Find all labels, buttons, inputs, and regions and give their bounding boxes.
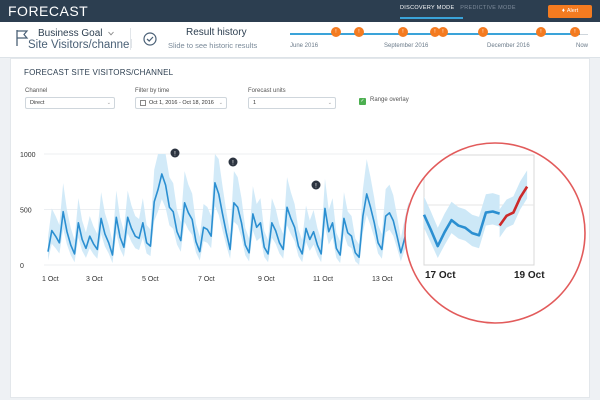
tab-discovery-mode[interactable]: DISCOVERY MODE bbox=[400, 5, 455, 11]
business-goal-selector[interactable]: Site Visitors/channel bbox=[28, 39, 132, 51]
x-tick-label: 1 Oct bbox=[42, 276, 59, 283]
panel-title: FORECAST SITE VISITORS/CHANNEL bbox=[24, 68, 174, 77]
tab-predictive-mode[interactable]: PREDICTIVE MODE bbox=[460, 5, 516, 11]
zoom-lens[interactable]: 17 Oct 19 Oct bbox=[404, 142, 586, 324]
svg-text:!: ! bbox=[174, 151, 176, 157]
svg-text:!: ! bbox=[315, 183, 317, 189]
header-divider bbox=[130, 28, 131, 50]
chevron-down-icon: ⌄ bbox=[218, 100, 223, 106]
x-tick-label: 7 Oct bbox=[198, 276, 215, 283]
forecast-units-select[interactable]: 1 ⌄ bbox=[248, 97, 336, 109]
history-marker[interactable]: ! bbox=[536, 27, 546, 37]
forecast-units-label: Forecast units bbox=[248, 88, 286, 94]
svg-text:!: ! bbox=[232, 160, 234, 166]
range-overlay-label: Range overlay bbox=[370, 97, 409, 103]
bell-icon: ♦ bbox=[561, 8, 565, 14]
history-marker[interactable]: ! bbox=[570, 27, 580, 37]
annotations: !!! bbox=[170, 148, 321, 190]
time-filter-value: Oct 1, 2016 - Oct 18, 2016 bbox=[149, 100, 214, 106]
zoom-x-tick: 17 Oct bbox=[425, 270, 456, 281]
history-marker[interactable]: ! bbox=[438, 27, 448, 37]
history-marker[interactable]: ! bbox=[354, 27, 364, 37]
x-tick-label: 3 Oct bbox=[86, 276, 103, 283]
annotation-marker[interactable]: ! bbox=[311, 180, 321, 190]
range-overlay-checkbox[interactable]: ✓ bbox=[359, 98, 366, 105]
annotation-marker[interactable]: ! bbox=[228, 157, 238, 167]
calendar-icon bbox=[140, 99, 146, 106]
series-line-actual bbox=[47, 173, 436, 259]
x-tick-label: 13 Oct bbox=[372, 276, 393, 283]
history-marker[interactable]: ! bbox=[430, 27, 440, 37]
timeline-label: June 2016 bbox=[290, 43, 319, 49]
chevron-down-icon: ⌄ bbox=[106, 100, 111, 106]
channel-select[interactable]: Direct ⌄ bbox=[25, 97, 115, 109]
x-tick-label: 5 Oct bbox=[142, 276, 159, 283]
history-marker[interactable]: ! bbox=[331, 27, 341, 37]
sub-header: Business Goal Site Visitors/channel Resu… bbox=[0, 22, 600, 58]
channel-value: Direct bbox=[30, 100, 45, 106]
chevron-down-icon[interactable] bbox=[108, 31, 114, 36]
timeline-label: December 2016 bbox=[487, 43, 530, 49]
forecast-units-value: 1 bbox=[253, 100, 257, 106]
time-filter-label: Filter by time bbox=[135, 88, 170, 94]
zoom-x-tick: 19 Oct bbox=[514, 270, 545, 281]
business-goal-title: Business Goal bbox=[38, 28, 103, 39]
active-tab-indicator bbox=[400, 17, 463, 19]
history-marker[interactable]: ! bbox=[478, 27, 488, 37]
zoom-range-band bbox=[424, 170, 528, 258]
x-tick-label: 9 Oct bbox=[258, 276, 275, 283]
timeline-label: Now bbox=[576, 43, 589, 49]
alert-button[interactable]: ♦ Alert bbox=[548, 5, 592, 18]
mode-tabs: DISCOVERY MODE PREDICTIVE MODE bbox=[400, 5, 520, 11]
y-tick-label: 500 bbox=[20, 208, 32, 215]
zoom-series-forecast bbox=[498, 185, 529, 227]
chevron-down-icon: ⌄ bbox=[327, 100, 332, 106]
zoom-series-actual bbox=[422, 210, 501, 248]
y-tick-label: 1000 bbox=[20, 152, 36, 159]
y-tick-label: 0 bbox=[20, 263, 24, 270]
x-tick-label: 11 Oct bbox=[313, 276, 333, 283]
flag-icon bbox=[16, 30, 29, 46]
alert-label: Alert bbox=[566, 8, 579, 14]
range-overlay-band bbox=[48, 154, 435, 265]
result-history-hint: Slide to see historic results bbox=[168, 41, 258, 50]
history-marker[interactable]: ! bbox=[398, 27, 408, 37]
clock-check-icon bbox=[143, 32, 157, 46]
channel-label: Channel bbox=[25, 88, 48, 94]
annotation-marker[interactable]: ! bbox=[170, 148, 180, 158]
x-axis: 1 Oct 3 Oct 5 Oct 7 Oct 9 Oct 11 Oct 13 Oct bbox=[42, 276, 393, 283]
result-history-title: Result history bbox=[186, 27, 247, 38]
top-bar: FORECAST DISCOVERY MODE PREDICTIVE MODE … bbox=[0, 0, 600, 22]
timeline-label: September 2016 bbox=[384, 43, 429, 49]
app-title: FORECAST bbox=[8, 3, 89, 19]
y-axis: 0 500 1000 bbox=[20, 152, 36, 270]
time-filter-select[interactable]: Oct 1, 2016 - Oct 18, 2016 ⌄ bbox=[135, 97, 227, 109]
